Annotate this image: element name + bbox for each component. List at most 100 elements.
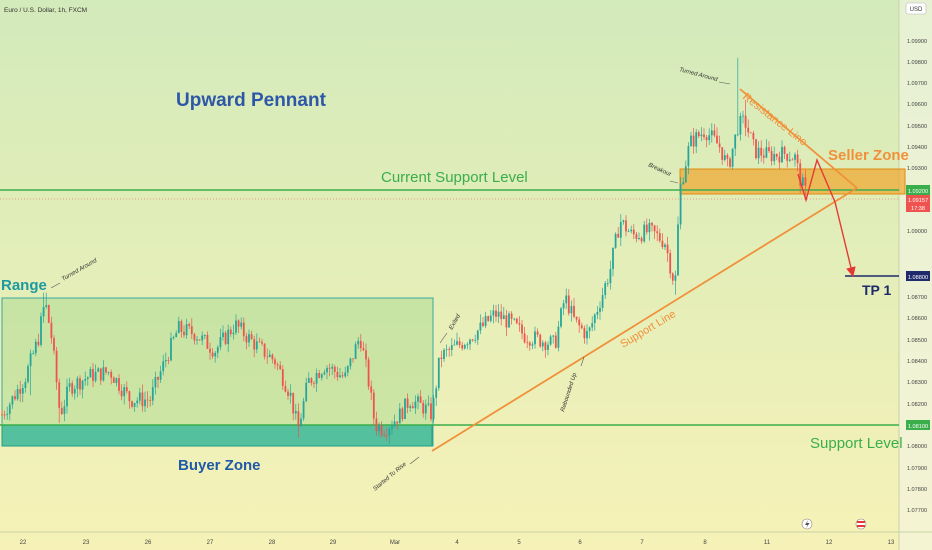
candle-body-31 — [81, 380, 84, 390]
candle-body-113 — [294, 411, 297, 414]
candle-body-27 — [71, 383, 74, 394]
candle-body-82 — [214, 352, 217, 357]
candle-body-30 — [79, 378, 81, 390]
candle-body-233 — [606, 283, 609, 284]
rebounded-up-arrow — [580, 356, 585, 367]
candle-body-123 — [320, 374, 323, 378]
candle-body-234 — [609, 269, 612, 284]
candle-body-6 — [16, 389, 19, 400]
candle-body-198 — [515, 318, 518, 324]
price-tick-17: 1.07700 — [907, 508, 927, 514]
candle-body-228 — [593, 314, 596, 324]
range-zone[interactable] — [1, 297, 434, 447]
candle-body-205 — [534, 331, 536, 345]
price-tick-2: 1.09700 — [907, 81, 927, 87]
candle-body-292 — [760, 147, 763, 156]
time-tick-2: 26 — [145, 540, 152, 546]
candle-body-185 — [482, 322, 484, 326]
candle-body-217 — [565, 295, 568, 304]
candle-body-49 — [128, 391, 131, 402]
candle-body-174 — [453, 344, 456, 346]
candle-body-286 — [744, 115, 747, 128]
candle-body-68 — [177, 321, 180, 334]
candle-body-173 — [450, 345, 453, 350]
candle-body-250 — [651, 222, 653, 226]
candle-body-209 — [544, 342, 547, 350]
candle-body-36 — [94, 371, 97, 381]
candle-body-69 — [180, 321, 183, 332]
resistance-trendline[interactable] — [739, 88, 858, 189]
price-label-current-text: 1.09157 — [908, 198, 928, 204]
candle-body-77 — [201, 335, 204, 341]
candle-body-114 — [297, 411, 300, 427]
support-trendline[interactable] — [431, 187, 858, 452]
candle-body-104 — [271, 354, 274, 360]
candle-body-140 — [365, 350, 367, 360]
time-tick-1: 23 — [83, 540, 90, 546]
time-tick-9: 6 — [578, 540, 582, 546]
buyer-zone[interactable] — [1, 424, 433, 447]
candle-body-265 — [690, 135, 692, 147]
candle-body-266 — [692, 135, 695, 147]
candle-body-67 — [175, 333, 178, 338]
candle-body-97 — [253, 339, 256, 350]
candle-body-245 — [638, 238, 640, 239]
candle-body-248 — [645, 224, 648, 233]
candle-body-19 — [50, 322, 53, 339]
turned-around-right-arrow — [718, 81, 731, 85]
candle-body-21 — [55, 350, 58, 383]
symbol-title[interactable]: Euro / U.S. Dollar, 1h, FXCM — [4, 7, 87, 14]
candle-body-235 — [612, 247, 614, 270]
started-to-rise-arrow — [409, 456, 420, 465]
price-label-tp1: 1.08800 — [906, 271, 930, 281]
time-tick-8: 5 — [517, 540, 521, 546]
time-tick-3: 27 — [207, 540, 214, 546]
currency-badge-box[interactable] — [905, 2, 927, 15]
candle-body-278 — [723, 155, 726, 160]
candle-body-103 — [268, 354, 271, 357]
candle-body-165 — [430, 403, 432, 420]
candle-body-206 — [536, 331, 539, 335]
candle-body-26 — [68, 383, 71, 387]
candle-body-270 — [703, 134, 705, 138]
candle-body-246 — [640, 238, 643, 242]
candle-body-150 — [391, 426, 393, 430]
candle-body-51 — [133, 403, 136, 407]
candle-body-200 — [521, 324, 523, 334]
candle-body-118 — [307, 378, 310, 383]
time-tick-13: 12 — [826, 540, 833, 546]
candle-body-303 — [788, 159, 791, 161]
candle-body-56 — [146, 399, 149, 401]
candle-body-294 — [765, 147, 768, 158]
candle-body-7 — [19, 389, 22, 394]
candle-body-119 — [310, 378, 313, 383]
candle-body-99 — [258, 341, 261, 343]
candle-body-143 — [372, 392, 375, 419]
price-tick-9: 1.08600 — [907, 316, 927, 322]
candle-body-129 — [336, 372, 339, 378]
price-label-support-bottom: 1.08100 — [906, 420, 930, 430]
currency-badge: USD — [910, 7, 923, 13]
candle-body-186 — [484, 316, 487, 326]
candle-body-61 — [159, 371, 162, 380]
candle-body-300 — [781, 146, 783, 163]
price-tick-13: 1.08200 — [907, 402, 927, 408]
candle-body-16 — [42, 307, 45, 317]
candle-body-1 — [3, 414, 6, 416]
candle-body-25 — [66, 386, 68, 407]
candle-body-172 — [448, 349, 451, 350]
candle-body-236 — [614, 233, 617, 248]
candle-body-139 — [362, 348, 365, 351]
candle-body-92 — [240, 322, 243, 327]
candle-body-152 — [396, 421, 399, 424]
candle-body-98 — [255, 341, 258, 350]
candle-body-188 — [489, 315, 492, 321]
flag-icon-stripe-2 — [857, 525, 865, 527]
candle-body-76 — [198, 339, 201, 341]
candle-body-260 — [677, 224, 679, 276]
candle-body-220 — [573, 305, 575, 317]
flag-icon[interactable] — [855, 518, 867, 530]
candle-body-57 — [149, 400, 152, 402]
candle-body-195 — [508, 313, 510, 328]
